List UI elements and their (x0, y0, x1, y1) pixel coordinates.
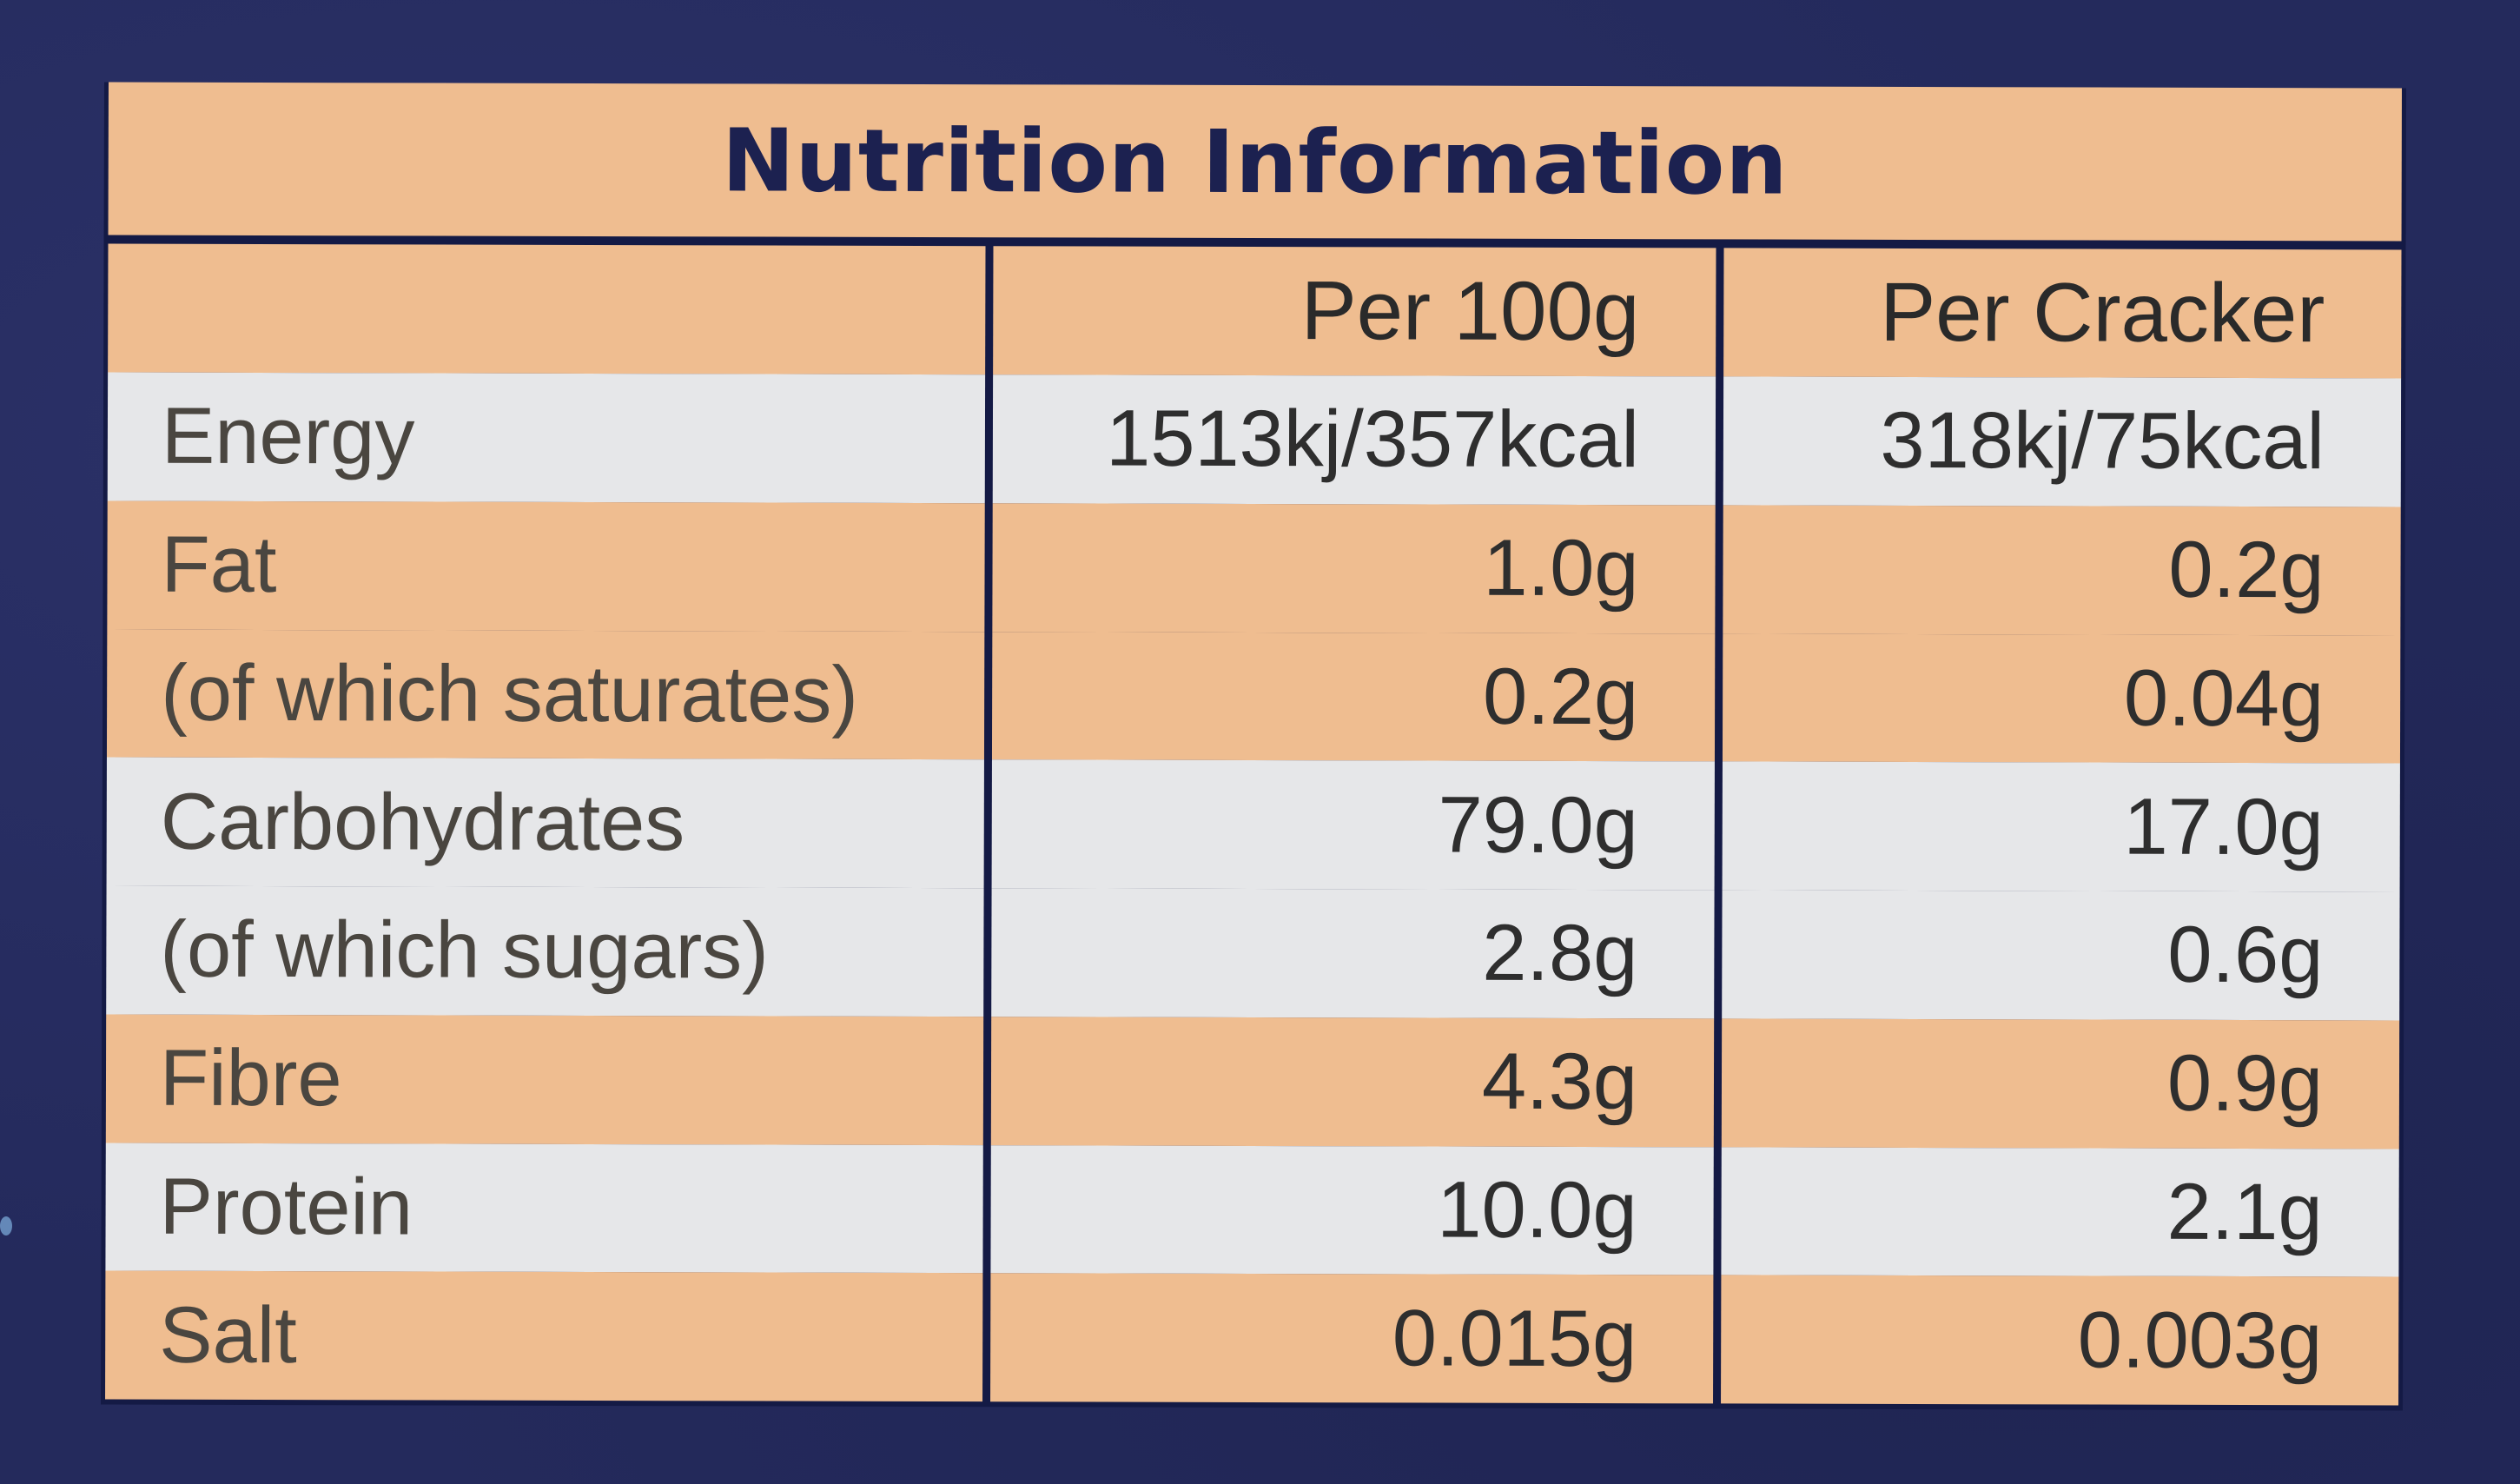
value-per-cracker-salt: 0.003g (1721, 1275, 2399, 1406)
nutrient-label-salt: Salt (105, 1270, 983, 1402)
header-cell-nutrient (108, 243, 986, 375)
value-per-cracker-sugars: 0.6g (1722, 890, 2400, 1021)
value-per-cracker-energy: 318kj/75kcal (1723, 376, 2402, 507)
value-per-100g-protein: 10.0g (990, 1144, 1714, 1275)
value-per-100g-sugars: 2.8g (991, 888, 1715, 1019)
header-cell-per-100g: Per 100g (993, 246, 1716, 377)
title-band: Nutrition Information (108, 82, 2402, 242)
value-per-100g-carbohydrates: 79.0g (991, 759, 1715, 891)
value-per-cracker-protein: 2.1g (1721, 1146, 2399, 1277)
nutrition-label: Nutrition Information Per 100g Per Crack… (101, 82, 2406, 1411)
nutrient-label-energy: Energy (107, 372, 986, 503)
value-per-cracker-fat: 0.2g (1723, 505, 2401, 635)
value-per-cracker-carbohydrates: 17.0g (1722, 761, 2400, 892)
value-per-cracker-fibre: 0.9g (1721, 1018, 2400, 1149)
value-per-100g-fat: 1.0g (992, 502, 1716, 633)
value-per-100g-salt: 0.015g (990, 1273, 1714, 1404)
header-cell-per-cracker: Per Cracker (1723, 248, 2402, 379)
nutrient-label-protein: Protein (105, 1143, 983, 1274)
nutrient-label-carbohydrates: Carbohydrates (106, 757, 984, 889)
value-per-cracker-saturates: 0.04g (1722, 633, 2401, 764)
value-per-100g-saturates: 0.2g (991, 631, 1716, 762)
packaging-dot-decoration (0, 1216, 12, 1236)
nutrient-label-saturates: (of which saturates) (106, 629, 985, 760)
nutrient-label-sugars: (of which sugars) (106, 885, 984, 1017)
nutrition-title: Nutrition Information (721, 109, 1789, 215)
nutrient-label-fat: Fat (107, 500, 985, 632)
value-per-100g-fibre: 4.3g (990, 1016, 1715, 1147)
value-per-100g-energy: 1513kj/357kcal (992, 374, 1716, 506)
nutrition-table: Per 100g Per Cracker Energy 1513kj/357kc… (105, 243, 2402, 1406)
nutrient-label-fibre: Fibre (105, 1014, 984, 1145)
